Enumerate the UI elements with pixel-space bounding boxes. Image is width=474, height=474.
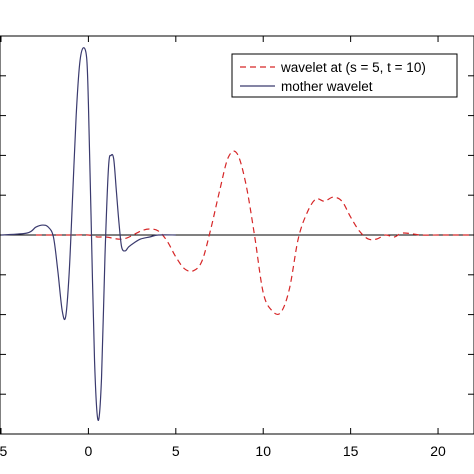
x-tick-label: 5 [172,443,180,459]
x-tick-label: -5 [0,443,7,459]
legend-box [231,53,458,98]
series-line-mother-wavelet [0,47,176,421]
series-lines [0,47,473,421]
x-tick-label: 15 [343,443,359,459]
x-axis-tick-labels: -5 0 5 10 15 20 [0,443,446,459]
x-tick-label: 0 [85,443,93,459]
x-tick-label: 10 [255,443,271,459]
legend-label-wavelet: wavelet at (s = 5, t = 10) [280,60,426,75]
x-axis-ticks [0,36,439,434]
legend: wavelet at (s = 5, t = 10) mother wavele… [231,53,458,98]
legend-label-mother-wavelet: mother wavelet [281,79,373,94]
series-line-wavelet [35,150,473,316]
x-tick-label: 20 [430,443,446,459]
